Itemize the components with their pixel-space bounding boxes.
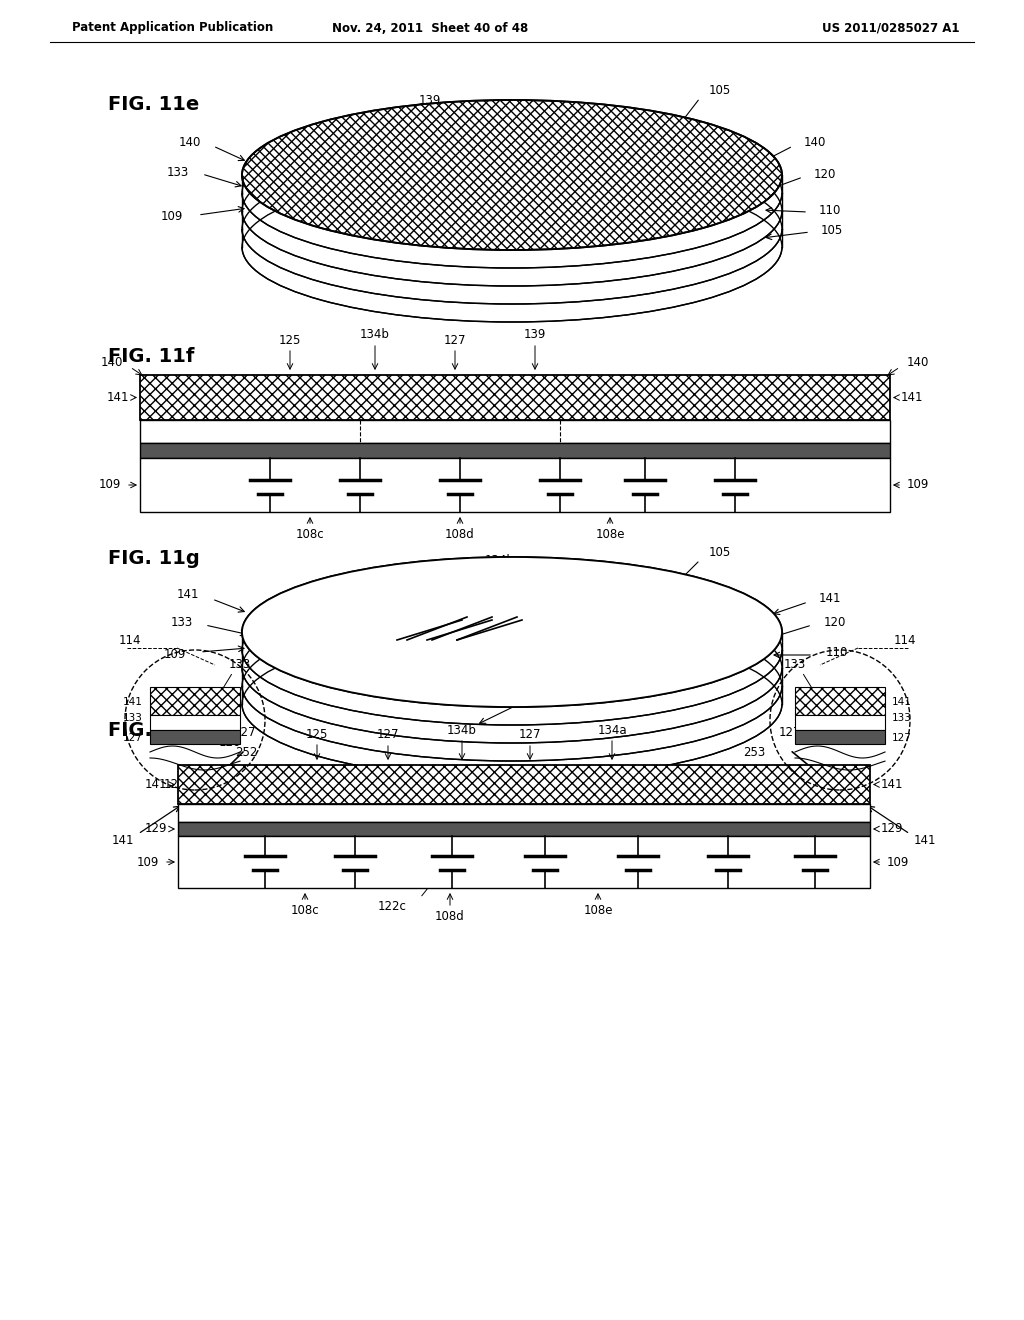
Bar <box>150 730 240 744</box>
Text: 139: 139 <box>524 329 546 342</box>
Text: 140: 140 <box>804 136 826 149</box>
Text: 141: 141 <box>112 833 134 846</box>
Text: 127: 127 <box>892 733 912 743</box>
Text: 109: 109 <box>887 855 909 869</box>
Text: 127: 127 <box>377 729 399 742</box>
Text: FIG. 11e: FIG. 11e <box>108 95 200 115</box>
Text: 129: 129 <box>144 822 167 836</box>
Text: 253: 253 <box>742 747 765 759</box>
Text: 127: 127 <box>778 726 801 738</box>
Bar <box>140 420 890 444</box>
Text: 120: 120 <box>219 735 242 748</box>
Text: 127: 127 <box>501 689 523 701</box>
Text: 105: 105 <box>519 693 541 706</box>
Text: 120: 120 <box>814 169 837 181</box>
Text: 140: 140 <box>179 136 201 149</box>
Text: 125: 125 <box>279 334 301 346</box>
Text: 133: 133 <box>784 659 806 672</box>
Text: 110: 110 <box>861 479 884 491</box>
Bar <box>178 766 870 804</box>
Text: 134b: 134b <box>447 723 477 737</box>
Text: 252: 252 <box>234 747 257 759</box>
Text: 133: 133 <box>171 615 194 628</box>
Text: 108c: 108c <box>296 528 325 540</box>
Text: 109: 109 <box>137 855 159 869</box>
Text: 120: 120 <box>164 779 186 792</box>
Text: 120: 120 <box>849 779 871 792</box>
Text: 105: 105 <box>709 545 731 558</box>
Text: 134b: 134b <box>485 553 515 566</box>
Text: 110: 110 <box>825 645 848 659</box>
Text: 110: 110 <box>819 203 841 216</box>
Text: 109: 109 <box>161 210 183 223</box>
Text: 109: 109 <box>98 479 121 491</box>
Text: 141: 141 <box>819 591 842 605</box>
Text: 125: 125 <box>306 727 328 741</box>
Bar <box>140 375 890 420</box>
Text: FIG. 11g: FIG. 11g <box>108 549 200 568</box>
Text: 108c: 108c <box>291 903 319 916</box>
Bar <box>795 715 885 730</box>
Text: 120: 120 <box>842 822 864 836</box>
Text: 141: 141 <box>913 833 936 846</box>
Bar <box>178 804 870 822</box>
Text: 122c: 122c <box>378 899 407 912</box>
Text: 122d: 122d <box>560 486 590 499</box>
Bar <box>178 836 870 888</box>
Text: 105: 105 <box>821 223 843 236</box>
Ellipse shape <box>242 557 782 708</box>
Text: 108d: 108d <box>435 909 465 923</box>
Text: 139: 139 <box>419 94 441 107</box>
Text: 141: 141 <box>106 391 129 404</box>
Text: 109: 109 <box>907 479 929 491</box>
Text: 108e: 108e <box>595 528 625 540</box>
Text: 133: 133 <box>229 659 251 672</box>
Text: FIG. 11f: FIG. 11f <box>108 347 195 367</box>
Ellipse shape <box>242 100 782 249</box>
Bar <box>795 730 885 744</box>
Text: 134a: 134a <box>597 723 627 737</box>
Text: 129: 129 <box>881 822 903 836</box>
Text: Nov. 24, 2011  Sheet 40 of 48: Nov. 24, 2011 Sheet 40 of 48 <box>332 21 528 34</box>
Text: 127: 127 <box>233 726 256 738</box>
Text: 141: 141 <box>123 697 143 708</box>
Text: 108e: 108e <box>584 903 612 916</box>
Text: 141: 141 <box>881 777 903 791</box>
Text: 133: 133 <box>892 713 912 723</box>
Text: 134b: 134b <box>360 329 390 342</box>
Text: 133: 133 <box>123 713 143 723</box>
Text: 109: 109 <box>164 648 186 661</box>
Text: Patent Application Publication: Patent Application Publication <box>72 21 273 34</box>
Text: 114: 114 <box>119 634 141 647</box>
Text: 141: 141 <box>825 697 845 708</box>
Text: 114: 114 <box>894 634 916 647</box>
Bar <box>140 444 890 458</box>
Ellipse shape <box>242 557 782 708</box>
Text: 141: 141 <box>177 589 200 602</box>
Text: 141: 141 <box>892 697 912 708</box>
Text: 110: 110 <box>842 855 864 869</box>
Text: 108d: 108d <box>445 528 475 540</box>
Text: US 2011/0285027 A1: US 2011/0285027 A1 <box>822 21 961 34</box>
Text: 140: 140 <box>907 356 929 370</box>
Text: 133: 133 <box>862 425 884 438</box>
Text: 141: 141 <box>901 391 924 404</box>
Text: 141: 141 <box>144 777 167 791</box>
Bar <box>150 715 240 730</box>
Text: 120: 120 <box>861 444 884 457</box>
Text: 141: 141 <box>190 697 210 708</box>
Bar <box>150 686 240 715</box>
Text: 127: 127 <box>443 334 466 346</box>
Bar <box>140 458 890 512</box>
Text: 120: 120 <box>824 615 846 628</box>
Text: 133: 133 <box>842 807 864 820</box>
Text: 133: 133 <box>167 165 189 178</box>
Bar <box>178 822 870 836</box>
Text: 127: 127 <box>519 729 542 742</box>
Bar <box>795 686 885 715</box>
Text: FIG. 11h: FIG. 11h <box>108 721 200 739</box>
Text: 105: 105 <box>709 83 731 96</box>
Text: 140: 140 <box>100 356 123 370</box>
Text: 127: 127 <box>123 733 143 743</box>
